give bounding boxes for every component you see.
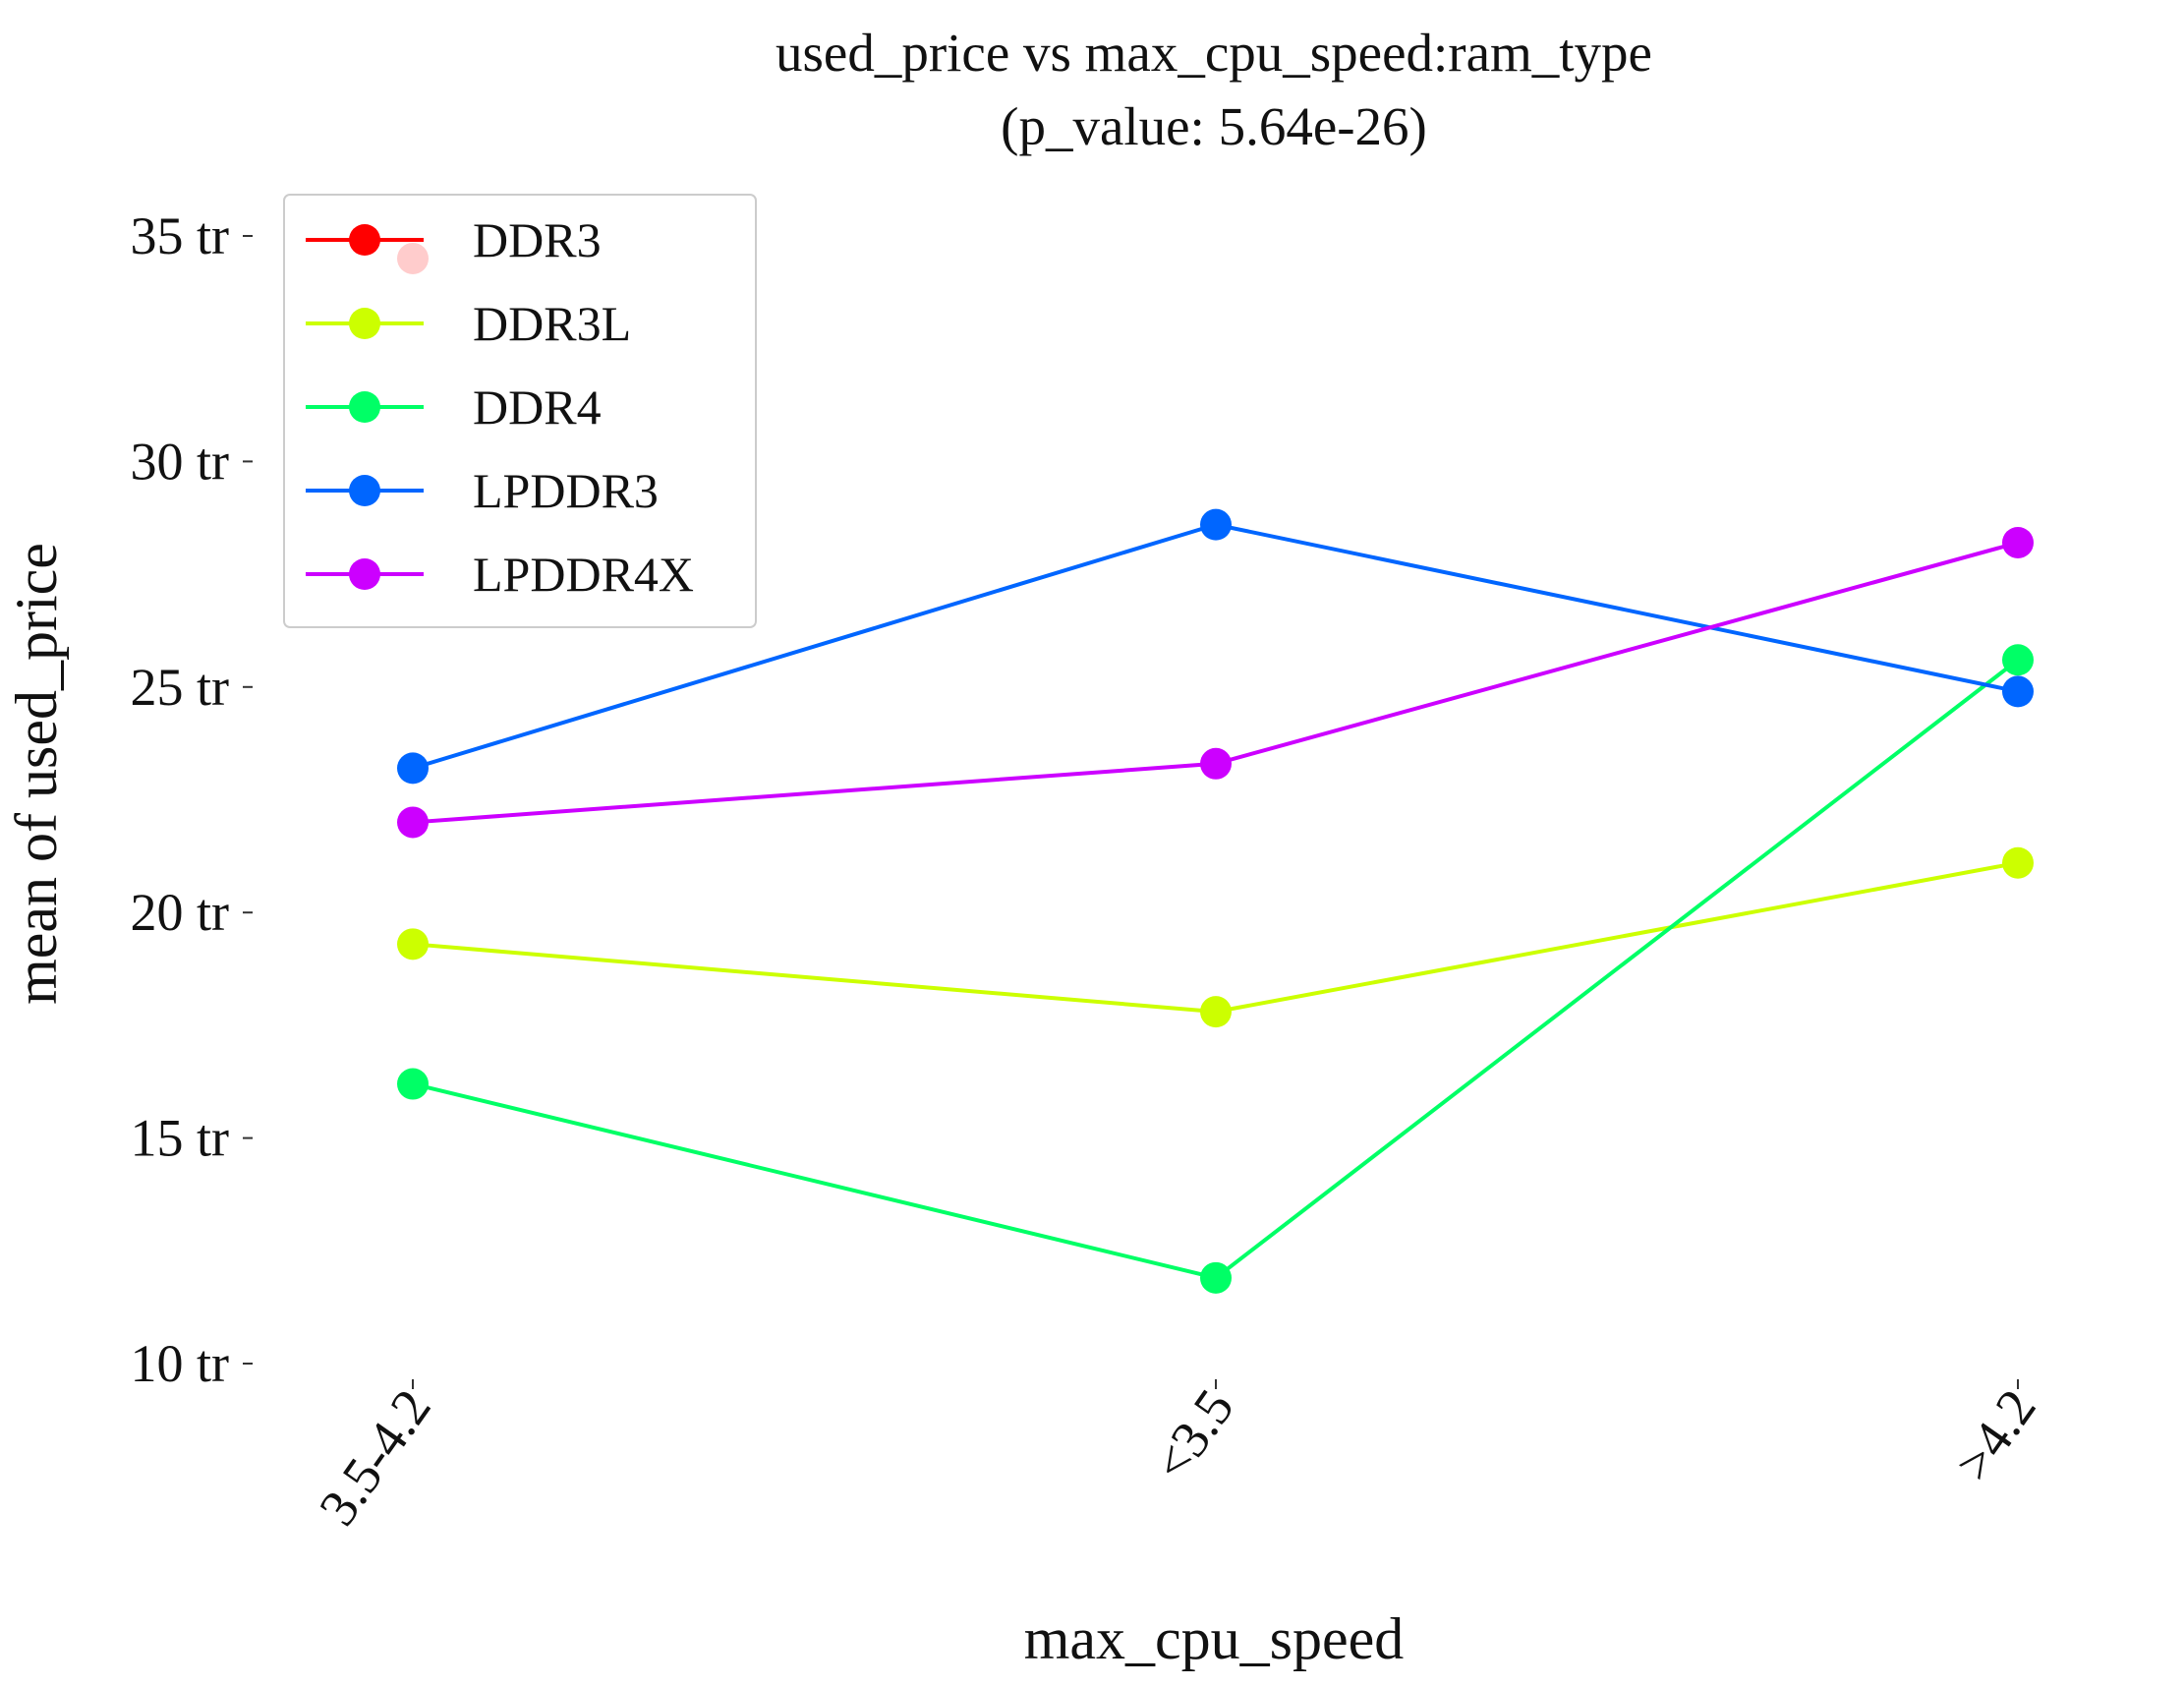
data-point [2002, 526, 2034, 558]
data-point [397, 806, 429, 839]
x-tick-label: 3.5-4.2 [308, 1378, 442, 1536]
data-point [2002, 675, 2034, 708]
data-point [1200, 996, 1232, 1028]
y-tick-label: 20 tr [131, 883, 230, 942]
data-point [1200, 1261, 1232, 1294]
legend-label: DDR4 [473, 379, 602, 435]
x-tick-label: <3.5 [1141, 1378, 1244, 1491]
series-lpddr3 [397, 508, 2034, 785]
legend-marker [349, 391, 380, 423]
data-point [2002, 644, 2034, 676]
y-tick-label: 10 tr [131, 1334, 230, 1393]
y-tick-label: 25 tr [131, 658, 230, 717]
data-point [397, 928, 429, 960]
x-axis-label: max_cpu_speed [1024, 1606, 1405, 1671]
data-point [2002, 846, 2034, 879]
x-axis: 3.5-4.2 <3.5 >4.2 [308, 1378, 2047, 1536]
y-tick-label: 35 tr [131, 206, 230, 265]
series-ddr3l [397, 846, 2034, 1028]
data-point [1200, 747, 1232, 780]
y-tick-label: 30 tr [131, 432, 230, 491]
legend-label: DDR3L [473, 296, 631, 351]
legend-marker [349, 558, 380, 590]
legend-label: DDR3 [473, 212, 602, 267]
series-lpddr4x [397, 526, 2034, 839]
data-point [397, 752, 429, 785]
chart-title: used_price vs max_cpu_speed:ram_type [776, 23, 1652, 83]
data-point [1200, 508, 1232, 541]
series-layer [397, 242, 2034, 1294]
series-ddr4 [397, 644, 2034, 1294]
legend-marker [349, 308, 380, 339]
series-line [412, 860, 2019, 1015]
legend-box [283, 194, 757, 628]
y-axis: 10 tr 15 tr 20 tr 25 tr 30 tr 35 tr [131, 206, 253, 1393]
y-axis-label: mean of used_price [4, 543, 69, 1005]
y-tick-label: 15 tr [131, 1109, 230, 1168]
chart-subtitle: (p_value: 5.64e-26) [1001, 96, 1427, 156]
legend-marker [349, 475, 380, 506]
x-tick-label: >4.2 [1943, 1378, 2046, 1491]
legend-label: LPDDR4X [473, 547, 694, 602]
legend: DDR3 DDR3L DDR4 LPDDR3 LPDDR4X [283, 194, 757, 628]
legend-marker [349, 224, 380, 256]
legend-label: LPDDR3 [473, 463, 659, 518]
data-point [397, 1068, 429, 1100]
